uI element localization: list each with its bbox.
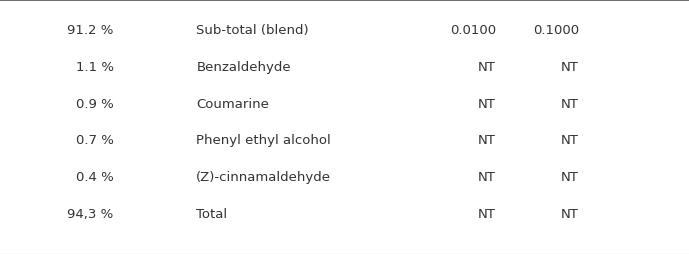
Text: NT: NT — [478, 61, 496, 74]
Text: Benzaldehyde: Benzaldehyde — [196, 61, 291, 74]
Text: NT: NT — [478, 98, 496, 111]
Text: 0.7 %: 0.7 % — [76, 134, 114, 148]
Text: NT: NT — [478, 208, 496, 221]
Text: NT: NT — [478, 134, 496, 148]
Text: NT: NT — [561, 171, 579, 184]
Text: (Z)-cinnamaldehyde: (Z)-cinnamaldehyde — [196, 171, 331, 184]
Text: 0.9 %: 0.9 % — [76, 98, 114, 111]
Text: 0.1000: 0.1000 — [533, 24, 579, 37]
Text: Coumarine: Coumarine — [196, 98, 269, 111]
Text: 1.1 %: 1.1 % — [76, 61, 114, 74]
Text: 0.4 %: 0.4 % — [76, 171, 114, 184]
Text: Sub-total (blend): Sub-total (blend) — [196, 24, 309, 37]
Text: Phenyl ethyl alcohol: Phenyl ethyl alcohol — [196, 134, 331, 148]
Text: 94,3 %: 94,3 % — [68, 208, 114, 221]
Text: NT: NT — [561, 61, 579, 74]
Text: Total: Total — [196, 208, 227, 221]
Text: NT: NT — [561, 98, 579, 111]
Text: NT: NT — [478, 171, 496, 184]
Text: NT: NT — [561, 134, 579, 148]
Text: 0.0100: 0.0100 — [450, 24, 496, 37]
Text: NT: NT — [561, 208, 579, 221]
Text: 91.2 %: 91.2 % — [68, 24, 114, 37]
